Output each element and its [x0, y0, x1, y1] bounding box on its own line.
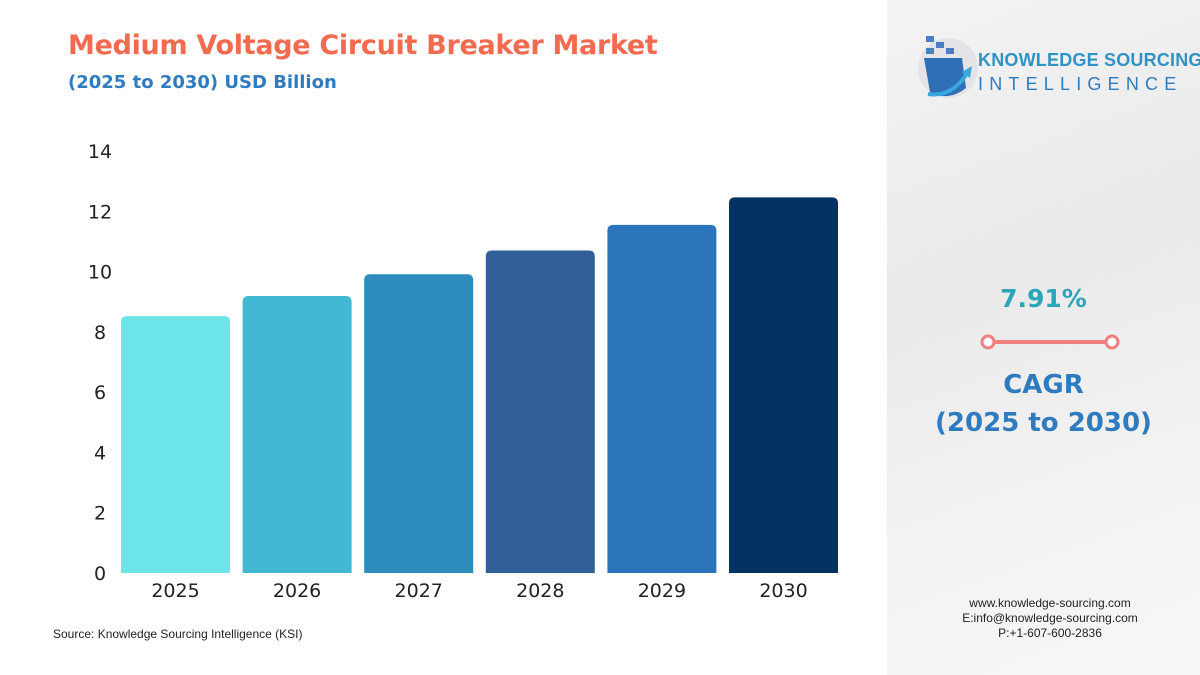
cagr-label: CAGR (2025 to 2030) — [887, 366, 1200, 442]
x-tick-label: 2030 — [759, 580, 807, 602]
bar-2027 — [364, 274, 474, 573]
y-tick-label: 6 — [94, 382, 106, 404]
x-tick-label: 2026 — [273, 580, 321, 602]
x-tick-label: 2025 — [151, 580, 199, 602]
cagr-label-text: CAGR — [1003, 370, 1084, 400]
chart-subtitle: (2025 to 2030) USD Billion — [68, 72, 337, 93]
email-link[interactable]: E:info@knowledge-sourcing.com — [962, 611, 1138, 625]
logo-text-line2: INTELLIGENCE — [978, 74, 1183, 94]
bar-2030 — [729, 197, 838, 574]
bar-2028 — [485, 250, 595, 573]
y-tick-label: 4 — [94, 442, 106, 464]
bar-2025 — [121, 316, 230, 573]
x-tick-label: 2028 — [516, 580, 564, 602]
y-tick-label: 0 — [94, 563, 106, 585]
bar-2029 — [607, 224, 717, 573]
bar-2026 — [242, 295, 352, 573]
x-tick-label: 2029 — [638, 580, 686, 602]
phone-text: P:+1-607-600-2836 — [998, 626, 1102, 640]
right-panel — [887, 0, 1200, 675]
chart-title: Medium Voltage Circuit Breaker Market — [68, 30, 658, 61]
cagr-connector-icon — [980, 334, 1120, 350]
y-tick-label: 14 — [88, 141, 112, 163]
y-tick-label: 10 — [88, 262, 112, 284]
contact-info: www.knowledge-sourcing.com E:info@knowle… — [930, 596, 1170, 641]
x-tick-label: 2027 — [395, 580, 443, 602]
cagr-value: 7.91% — [1000, 284, 1087, 313]
y-tick-label: 12 — [88, 201, 112, 223]
source-note: Source: Knowledge Sourcing Intelligence … — [53, 627, 303, 641]
logo-text-line1: KNOWLEDGE SOURCING — [978, 50, 1200, 70]
y-tick-label: 8 — [94, 322, 106, 344]
cagr-period: (2025 to 2030) — [935, 408, 1152, 438]
y-tick-label: 2 — [94, 503, 106, 525]
website-link[interactable]: www.knowledge-sourcing.com — [969, 596, 1131, 610]
bar-chart: 0 2 4 6 8 10 12 14 2025 2026 2027 2028 2029 2030 — [88, 141, 838, 602]
logo-icon — [918, 36, 978, 98]
